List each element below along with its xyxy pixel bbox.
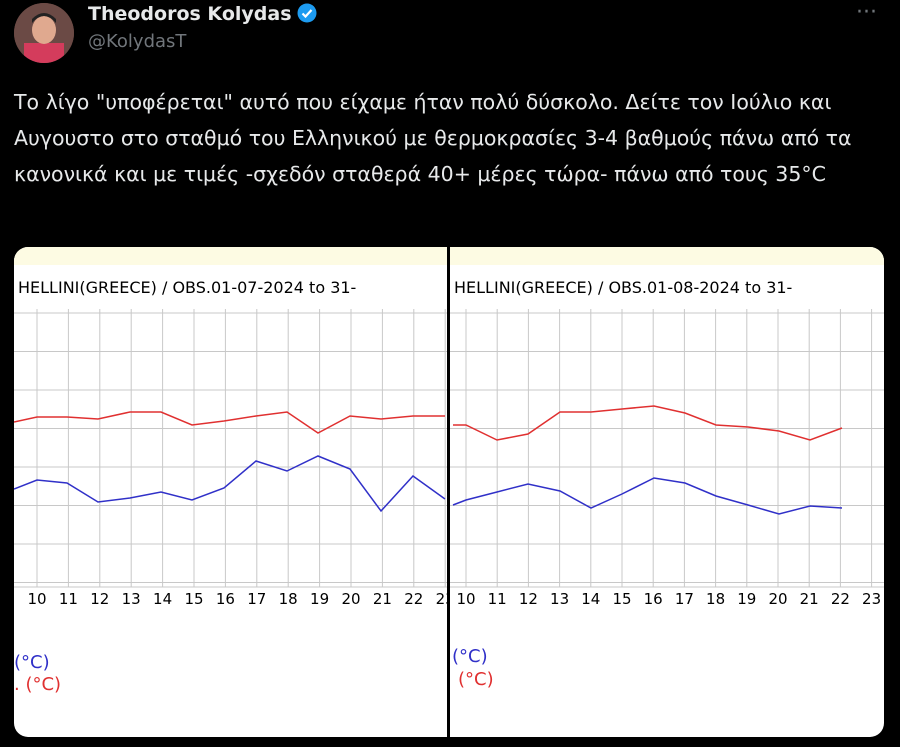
x-label: 23: [862, 590, 881, 608]
chart-labels: HELLINI(GREECE) / OBS.01-08-2024 to 31- 1…: [452, 278, 881, 690]
x-label: 11: [59, 590, 78, 608]
x-label: 21: [800, 590, 819, 608]
x-label: 13: [122, 590, 141, 608]
chart-title: HELLINI(GREECE) / OBS.01-08-2024 to 31-: [454, 278, 792, 297]
legend-entry: (°C): [14, 652, 50, 673]
chart-title: HELLINI(GREECE) / OBS.01-07-2024 to 31-: [18, 278, 356, 297]
x-label: 12: [90, 590, 109, 608]
max-line-august: [453, 405, 843, 441]
legend-entry: (°C): [452, 646, 488, 667]
chart-grid: [14, 309, 447, 588]
avatar[interactable]: [14, 3, 74, 63]
x-label: 15: [612, 590, 631, 608]
x-label: 21: [373, 590, 392, 608]
x-label: 20: [341, 590, 360, 608]
author-handle[interactable]: @KolydasT: [88, 31, 187, 52]
min-line-july: [14, 455, 446, 513]
author-name[interactable]: Theodoros Kolydas: [88, 3, 317, 25]
x-label: 11: [488, 590, 507, 608]
legend-entry: . (°C): [14, 674, 61, 695]
tweet-text: Το λίγο "υποφέρεται" αυτό που είχαμε ήτα…: [14, 90, 852, 186]
x-label: 12: [519, 590, 538, 608]
x-label: 10: [456, 590, 475, 608]
x-label: 20: [768, 590, 787, 608]
max-line-july: [14, 411, 445, 434]
image-labels: HELLINI(GREECE) / OBS.01-07-2024 to 31- 1…: [14, 278, 881, 695]
x-label: 17: [247, 590, 266, 608]
chart-labels: HELLINI(GREECE) / OBS.01-07-2024 to 31- 1…: [14, 278, 455, 695]
x-label: 14: [153, 590, 172, 608]
x-label: 18: [279, 590, 298, 608]
x-label: 22: [831, 590, 850, 608]
x-label: 19: [310, 590, 329, 608]
x-label: 16: [644, 590, 663, 608]
image-divider: [447, 247, 450, 737]
tweet-image[interactable]: HELLINI(GREECE) / OBS.01-07-2024 to 31- 1…: [14, 247, 884, 737]
avatar-art: [14, 3, 74, 63]
x-label: 15: [184, 590, 203, 608]
x-label: 14: [581, 590, 600, 608]
x-label: 17: [675, 590, 694, 608]
x-label: 19: [737, 590, 756, 608]
verified-badge: [297, 3, 316, 23]
author-name-text[interactable]: Theodoros Kolydas: [88, 3, 292, 25]
legend-entry: (°C): [458, 669, 494, 690]
more-button[interactable]: ···: [856, 0, 877, 25]
x-label: 22: [404, 590, 423, 608]
x-label: 18: [706, 590, 725, 608]
x-label: 23: [436, 590, 455, 608]
min-line-august: [452, 477, 843, 515]
x-label: 13: [550, 590, 569, 608]
x-label: 16: [216, 590, 235, 608]
x-label: 10: [27, 590, 46, 608]
grids: [14, 309, 884, 588]
